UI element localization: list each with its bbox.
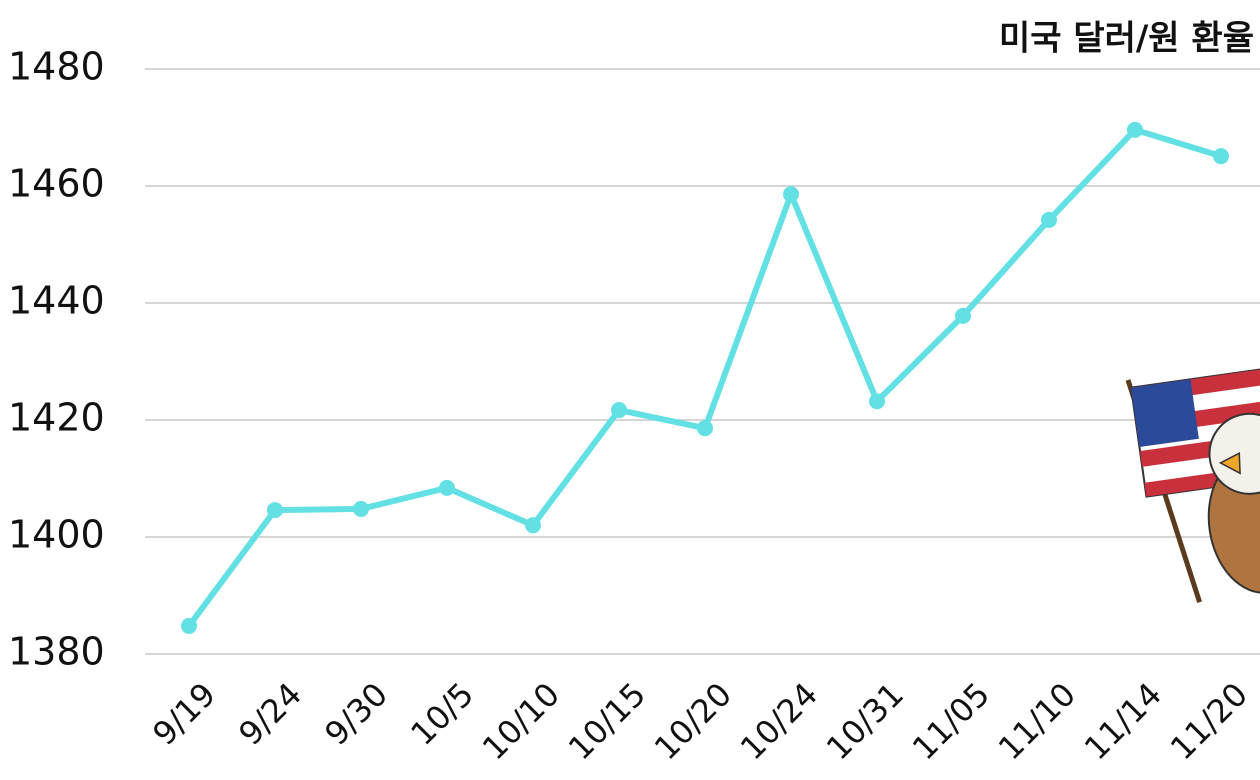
x-tick-label: 9/24 [231, 675, 309, 753]
y-tick-label: 1420 [8, 396, 105, 440]
data-point [181, 618, 197, 634]
y-tick-label: 1400 [8, 513, 105, 557]
x-tick-label: 10/20 [647, 675, 739, 767]
chart: 미국 달러/원 환율 1380140014201440146014809/199… [0, 0, 1260, 780]
x-tick-label: 10/5 [403, 675, 481, 753]
data-point [353, 501, 369, 517]
x-tick-label: 10/24 [733, 675, 825, 767]
data-point [697, 420, 713, 436]
data-point [611, 402, 627, 418]
page: 미국 달러/원 환율 1380140014201440146014809/199… [0, 0, 1260, 780]
data-point [869, 393, 885, 409]
data-point [955, 308, 971, 324]
y-tick-label: 1440 [8, 279, 105, 323]
x-tick-label: 11/05 [905, 675, 997, 767]
data-point [267, 502, 283, 518]
data-point [783, 186, 799, 202]
flag-canton [1131, 379, 1199, 447]
x-tick-label: 10/15 [561, 675, 653, 767]
x-tick-label: 9/19 [145, 675, 223, 753]
data-point [1213, 148, 1229, 164]
data-point [1041, 212, 1057, 228]
x-tick-label: 11/14 [1077, 675, 1169, 767]
x-tick-label: 9/30 [317, 675, 395, 753]
x-tick-label: 10/31 [819, 675, 911, 767]
data-line [189, 130, 1221, 626]
y-tick-label: 1460 [8, 162, 105, 206]
data-point [439, 480, 455, 496]
y-tick-label: 1380 [8, 630, 105, 674]
x-tick-label: 11/10 [991, 675, 1083, 767]
y-tick-label: 1480 [8, 45, 105, 89]
flag-decoration [1128, 358, 1260, 608]
data-point [1127, 122, 1143, 138]
x-tick-label: 11/20 [1163, 675, 1255, 767]
data-point [525, 517, 541, 533]
x-tick-label: 10/10 [475, 675, 567, 767]
chart-title: 미국 달러/원 환율 [999, 19, 1254, 59]
